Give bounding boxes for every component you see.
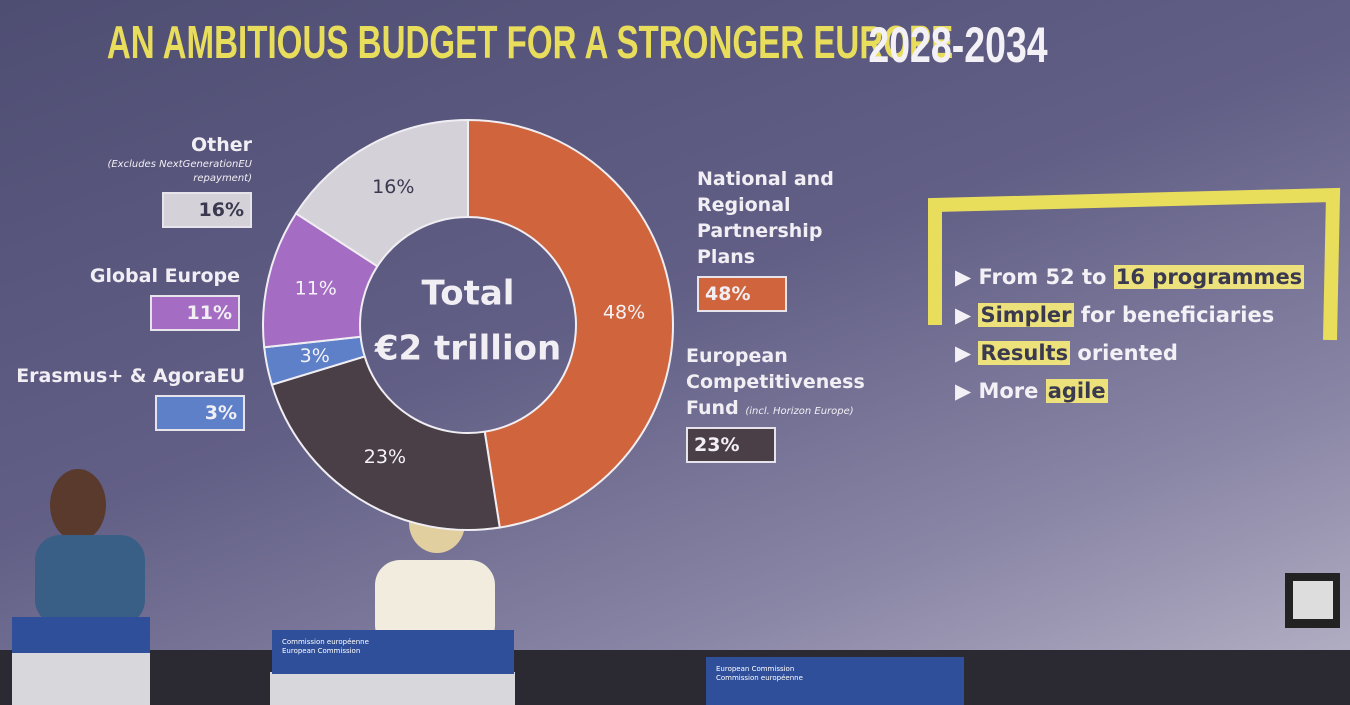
legend-item: Other (Excludes NextGenerationEU repaymen… — [72, 132, 252, 228]
highlight-text: Simpler — [978, 303, 1074, 327]
bullet-text: From 52 to — [978, 265, 1114, 289]
person — [35, 535, 145, 625]
legend-item: National and Regional Partnership Plans 4… — [697, 166, 887, 312]
person — [375, 560, 495, 650]
slice — [270, 355, 501, 531]
bullet: ▶ More agile — [955, 379, 1108, 403]
legend-label: Global Europe — [89, 265, 240, 287]
legend-label: European Competitiveness Fund — [686, 345, 865, 419]
legend-item: European Competitiveness Fund (incl. Hor… — [686, 343, 886, 463]
podium — [12, 645, 150, 705]
chart-title: AN AMBITIOUS BUDGET FOR A STRONGER EUROP… — [107, 18, 953, 68]
light-lens — [1293, 581, 1333, 619]
bullet: ▶ Simpler for beneficiaries — [955, 303, 1275, 327]
highlight-text: agile — [1045, 379, 1108, 403]
podium-front: Commission européenne European Commissio… — [272, 630, 514, 674]
legend-value: 3% — [155, 395, 245, 431]
slice-label: 3% — [300, 345, 330, 367]
slice-label: 11% — [295, 277, 337, 299]
slice — [294, 118, 469, 268]
podium-text: European Commission — [282, 647, 361, 655]
person-hair — [50, 469, 106, 541]
bullet-text: for beneficiaries — [1073, 303, 1275, 327]
slice — [467, 118, 674, 529]
frame — [928, 187, 1341, 341]
center-label: Total — [422, 274, 515, 314]
bullet-list: ▶ From 52 to 16 programmes ▶ Simpler for … — [955, 258, 1305, 410]
slice-label: 23% — [364, 446, 406, 468]
podium — [270, 672, 515, 705]
legend-note: (incl. Horizon Europe) — [745, 406, 854, 417]
podium-text: Commission européenne — [716, 674, 803, 682]
legend-value: 23% — [686, 427, 776, 463]
legend-label: Erasmus+ & AgoraEU — [16, 365, 245, 387]
bullet-text: More — [978, 379, 1046, 403]
highlight-text: 16 programmes — [1113, 265, 1305, 289]
center-label: €2 trillion — [374, 329, 561, 369]
podium-text: European Commission — [716, 665, 795, 673]
legend-value: 16% — [162, 192, 252, 228]
legend-item: Global Europe 11% — [40, 263, 240, 331]
legend-label: National and Regional Partnership Plans — [697, 168, 834, 268]
highlight-text: Results — [978, 341, 1071, 365]
bullet-text: oriented — [1070, 341, 1178, 365]
podium-front: European Commission Commission européenn… — [706, 657, 964, 705]
legend-label: Other — [190, 134, 252, 156]
legend-item: Erasmus+ & AgoraEU 3% — [15, 363, 245, 431]
stage-floor — [0, 650, 1350, 705]
bullet: ▶ From 52 to 16 programmes — [955, 265, 1305, 289]
bullet: ▶ Results oriented — [955, 341, 1178, 365]
legend-value: 11% — [150, 295, 240, 331]
slice-label: 16% — [372, 176, 414, 198]
podium-front — [12, 617, 150, 653]
podium-text: Commission européenne — [282, 638, 369, 646]
legend-note: (Excludes NextGenerationEU repayment) — [107, 159, 252, 184]
slice-label: 48% — [603, 301, 645, 323]
chart-subtitle: 2028-2034 — [868, 18, 1048, 73]
legend-value: 48% — [697, 276, 787, 312]
